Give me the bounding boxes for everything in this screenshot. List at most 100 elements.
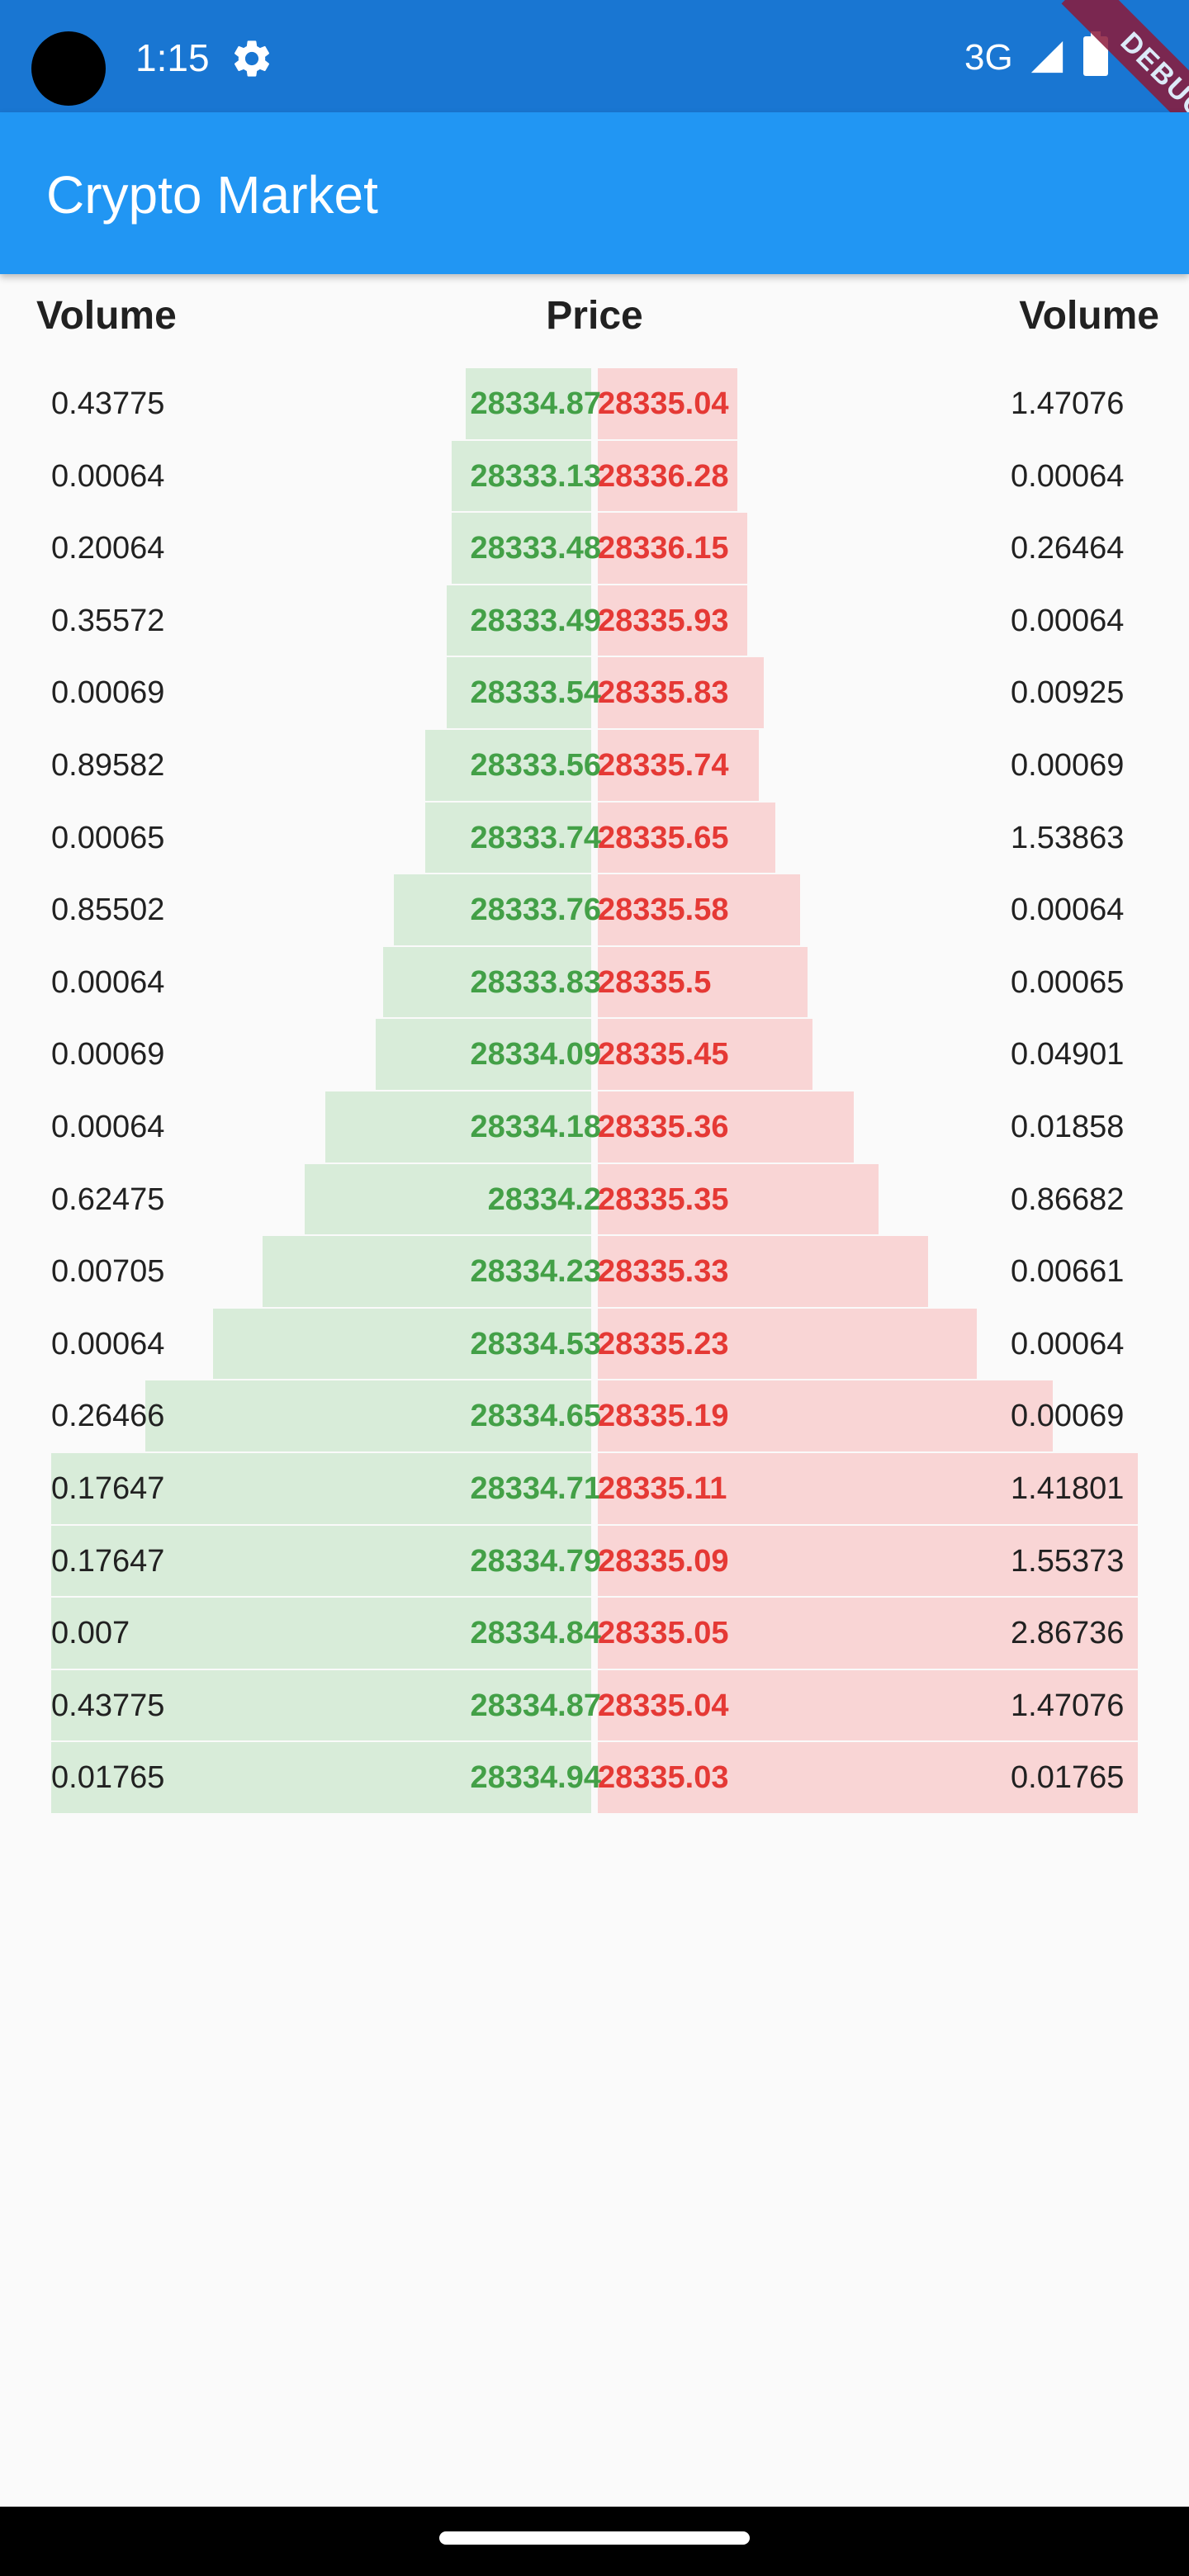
ask-depth-bar [598, 657, 764, 728]
bid-volume-header: Volume [36, 294, 177, 338]
ask-price: 28335.04 [598, 1688, 729, 1723]
ask-depth-bar [598, 1308, 977, 1380]
bid-price: 28334.18 [470, 1109, 602, 1144]
bid-price: 28334.65 [470, 1399, 602, 1434]
ask-price: 28335.58 [598, 893, 729, 928]
ask-price: 28335.11 [598, 1470, 727, 1506]
bid-depth-bar [213, 1308, 591, 1380]
order-row[interactable]: 0.43775 28334.87 28335.04 1.47076 [51, 368, 1139, 441]
ask-depth-bar [598, 1236, 928, 1307]
ask-price: 28335.36 [598, 1109, 729, 1144]
bid-volume: 0.00065 [51, 820, 165, 855]
order-row[interactable]: 0.20064 28333.48 28336.15 0.26464 [51, 513, 1139, 585]
ask-volume-header: Volume [1019, 294, 1159, 338]
bid-depth-bar [376, 1019, 591, 1090]
ask-volume: 0.00064 [1011, 893, 1125, 928]
order-row[interactable]: 0.17647 28334.79 28335.09 1.55373 [51, 1525, 1139, 1598]
order-row[interactable]: 0.00064 28334.18 28335.36 0.01858 [51, 1091, 1139, 1164]
bid-depth-bar [145, 1380, 591, 1451]
ask-depth-bar [598, 1669, 1138, 1741]
ask-price: 28335.93 [598, 603, 729, 638]
order-row[interactable]: 0.00064 28333.13 28336.28 0.00064 [51, 440, 1139, 514]
ask-volume: 2.86736 [1011, 1616, 1125, 1651]
bid-volume: 0.00705 [51, 1254, 165, 1290]
ask-price: 28335.35 [598, 1181, 729, 1217]
order-row[interactable]: 0.17647 28334.71 28335.11 1.41801 [51, 1452, 1139, 1526]
ask-price: 28335.5 [598, 964, 712, 1000]
ask-price: 28336.28 [598, 458, 729, 494]
bid-price: 28334.23 [470, 1254, 602, 1290]
order-book: 0.43775 28334.87 28335.04 1.47076 0.00064 283… [51, 368, 1139, 1815]
bid-price: 28333.54 [470, 675, 602, 711]
bid-depth-bar [452, 513, 591, 584]
order-row[interactable]: 0.26466 28334.65 28335.19 0.00069 [51, 1380, 1139, 1453]
bid-depth-bar [452, 440, 591, 512]
gear-icon [234, 40, 270, 77]
bid-volume: 0.26466 [51, 1399, 165, 1434]
bid-volume: 0.00064 [51, 964, 165, 1000]
bid-volume: 0.00069 [51, 1037, 165, 1073]
ask-price: 28335.23 [598, 1326, 729, 1361]
bid-price: 28333.48 [470, 531, 602, 566]
bid-price: 28334.94 [470, 1760, 602, 1796]
ask-depth-bar [598, 1091, 854, 1163]
bid-depth-bar [466, 368, 591, 439]
ask-price: 28335.03 [598, 1760, 729, 1796]
order-row[interactable]: 0.89582 28333.56 28335.74 0.00069 [51, 729, 1139, 803]
ask-price: 28335.05 [598, 1616, 729, 1651]
status-time: 1:15 [135, 36, 210, 79]
ask-depth-bar [598, 1380, 1053, 1451]
order-row[interactable]: 0.85502 28333.76 28335.58 0.00064 [51, 874, 1139, 947]
bid-price: 28333.13 [470, 458, 602, 494]
ask-depth-bar [598, 440, 737, 512]
bid-volume: 0.007 [51, 1616, 130, 1651]
status-bar: 1:15 3G DEBUG [0, 0, 1189, 179]
ask-volume: 1.53863 [1011, 820, 1125, 855]
order-row[interactable]: 0.00069 28333.54 28335.83 0.00925 [51, 657, 1139, 730]
order-row[interactable]: 0.00705 28334.23 28335.33 0.00661 [51, 1236, 1139, 1309]
order-row[interactable]: 0.00064 28334.53 28335.23 0.00064 [51, 1308, 1139, 1381]
ask-price: 28335.19 [598, 1399, 729, 1434]
bid-volume: 0.00064 [51, 1109, 165, 1144]
order-row[interactable]: 0.62475 28334.2 28335.35 0.86682 [51, 1163, 1139, 1237]
network-type: 3G [964, 37, 1013, 78]
ask-volume: 0.00661 [1011, 1254, 1125, 1290]
bid-price: 28334.84 [470, 1616, 602, 1651]
order-row[interactable]: 0.00069 28334.09 28335.45 0.04901 [51, 1019, 1139, 1091]
bid-price: 28333.74 [470, 820, 602, 855]
bid-depth-bar [51, 1598, 591, 1669]
ask-depth-bar [598, 802, 775, 874]
ask-volume: 1.55373 [1011, 1543, 1125, 1579]
ask-price: 28335.33 [598, 1254, 729, 1290]
bid-volume: 0.17647 [51, 1470, 165, 1506]
order-row[interactable]: 0.01765 28334.94 28335.03 0.01765 [51, 1742, 1139, 1815]
bid-depth-bar [394, 874, 591, 945]
bid-price: 28333.83 [470, 964, 602, 1000]
order-row[interactable]: 0.00064 28333.83 28335.5 0.00065 [51, 946, 1139, 1020]
order-row[interactable]: 0.00065 28333.74 28335.65 1.53863 [51, 802, 1139, 875]
bid-volume: 0.00064 [51, 1326, 165, 1361]
bid-depth-bar [263, 1236, 591, 1307]
bid-price: 28333.76 [470, 893, 602, 928]
bid-volume: 0.43775 [51, 1688, 165, 1723]
home-handle[interactable] [439, 2531, 750, 2545]
bid-depth-bar [447, 657, 591, 728]
bid-depth-bar [325, 1091, 591, 1163]
bid-volume: 0.85502 [51, 893, 165, 928]
bid-price: 28333.56 [470, 747, 602, 783]
order-row[interactable]: 0.007 28334.84 28335.05 2.86736 [51, 1598, 1139, 1670]
bid-depth-bar [447, 585, 591, 656]
ask-volume: 0.00069 [1011, 747, 1125, 783]
ask-volume: 0.00064 [1011, 603, 1125, 638]
bid-price: 28334.2 [487, 1181, 601, 1217]
signal-icon [1030, 40, 1063, 73]
order-row[interactable]: 0.35572 28333.49 28335.93 0.00064 [51, 585, 1139, 658]
bid-price: 28334.87 [470, 1688, 602, 1723]
order-row[interactable]: 0.43775 28334.87 28335.04 1.47076 [51, 1669, 1139, 1743]
bid-depth-bar [305, 1163, 591, 1235]
bid-depth-bar [51, 1452, 591, 1524]
ask-volume: 1.47076 [1011, 386, 1125, 421]
bid-price: 28333.49 [470, 603, 602, 638]
ask-depth-bar [598, 1163, 879, 1235]
ask-volume: 0.00069 [1011, 1399, 1125, 1434]
